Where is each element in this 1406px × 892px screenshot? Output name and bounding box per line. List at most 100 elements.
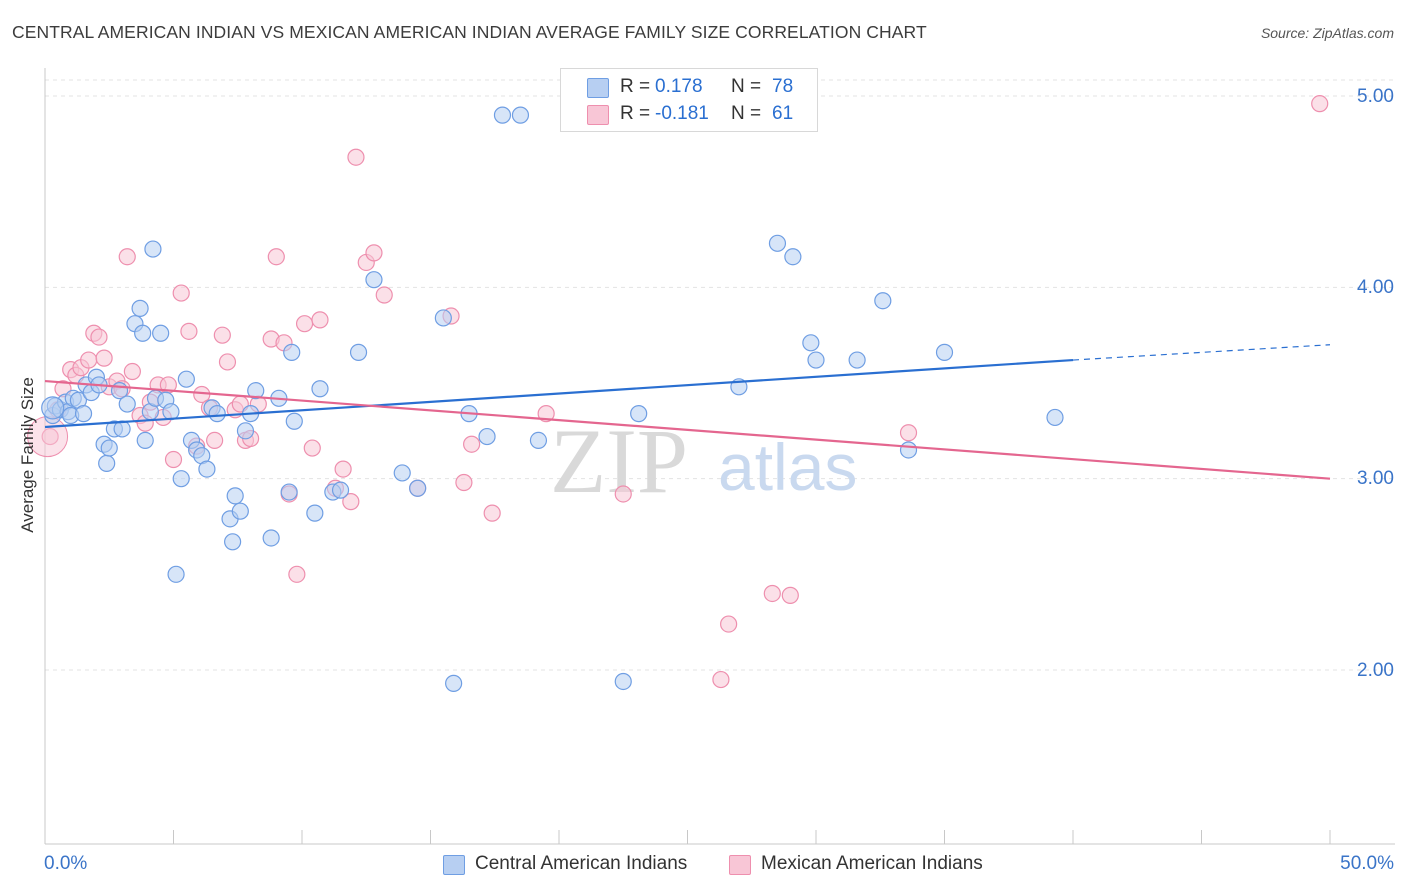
central-american-point — [511, 106, 530, 124]
central-american-point — [899, 441, 918, 459]
mexican-american-point — [483, 504, 501, 522]
mexican-american-point — [288, 565, 306, 583]
legend-r-label: R = — [620, 103, 651, 124]
mexican-american-point — [267, 248, 285, 266]
y-tick-label-4: 4.00 — [1357, 277, 1394, 298]
mexican-american-point — [463, 435, 481, 453]
legend-n-value: 61 — [772, 103, 794, 124]
central-american-point — [768, 234, 787, 252]
central-american-point — [393, 464, 411, 482]
y-axis-title: Average Family Size — [18, 377, 37, 533]
mexican-american-point — [311, 311, 329, 329]
mexican-american-point — [180, 322, 198, 340]
central-american-point — [208, 405, 226, 423]
central-american-point — [262, 529, 280, 547]
mexican-american-point — [164, 450, 183, 469]
y-tick-label-3: 3.00 — [1357, 468, 1394, 489]
central-american-point — [118, 395, 136, 413]
bottom-legend-label: Mexican American Indians — [761, 853, 983, 874]
mexican-american-point — [712, 670, 730, 689]
central-american-point — [1046, 408, 1064, 427]
central-american-point — [231, 502, 249, 520]
central-american-trendline-extension — [1072, 344, 1331, 361]
legend-swatch-pink — [587, 105, 609, 125]
legend-row-mexican: R = -0.181 N = 61 — [561, 100, 817, 128]
central-american-point — [280, 483, 298, 501]
central-american-point — [311, 380, 329, 398]
legend-r-value: 0.178 — [655, 76, 703, 97]
central-american-point — [98, 454, 116, 472]
mexican-american-point — [118, 248, 136, 266]
central-american-point — [409, 479, 427, 497]
legend-r-label: R = — [620, 76, 651, 97]
central-american-point — [226, 487, 244, 505]
mexican-american-point — [375, 286, 393, 304]
mexican-american-point — [213, 326, 231, 344]
mexican-american-indians-points — [27, 95, 1329, 689]
mexican-american-point — [95, 349, 113, 367]
correlation-legend: R = 0.178 N = 78 R = -0.181 N = 61 — [560, 68, 818, 132]
mexican-american-point — [347, 148, 365, 166]
mexican-american-point — [614, 485, 632, 503]
legend-n-label: N = — [731, 76, 762, 97]
central-american-point — [331, 481, 350, 499]
watermark-atlas: atlas — [718, 430, 857, 504]
central-american-point — [802, 334, 820, 352]
x-min-label: 0.0% — [44, 853, 88, 874]
central-american-point — [224, 533, 242, 551]
gridlines — [45, 79, 1395, 671]
mexican-american-point — [720, 615, 738, 633]
central-american-point — [784, 248, 802, 266]
mexican-american-point — [90, 328, 108, 346]
mexican-american-point — [537, 405, 555, 423]
mexican-american-point — [763, 584, 781, 603]
central-american-point — [493, 106, 512, 124]
central-american-cluster-point — [41, 396, 65, 420]
central-american-point — [74, 405, 93, 423]
central-american-point — [162, 403, 180, 421]
mexican-american-point — [303, 439, 321, 457]
central-american-point — [848, 351, 866, 369]
central-american-point — [167, 565, 185, 583]
central-american-trendline — [44, 358, 1074, 429]
central-american-point — [172, 470, 190, 488]
mexican-american-point — [899, 424, 918, 442]
central-american-point — [144, 240, 162, 258]
central-american-point — [177, 370, 195, 388]
mexican-american-point — [123, 362, 141, 381]
central-american-point — [236, 422, 255, 440]
legend-n-value: 78 — [772, 76, 794, 97]
mexican-american-point — [206, 431, 224, 449]
mexican-american-point — [1311, 95, 1329, 113]
central-american-point — [152, 324, 170, 342]
central-american-point — [247, 382, 265, 400]
legend-n-label: N = — [731, 103, 762, 124]
mexican-american-point — [781, 586, 799, 604]
central-american-point — [100, 439, 118, 457]
mexican-american-point — [342, 493, 360, 511]
central-american-indians-points — [41, 106, 1064, 692]
x-max-label: 50.0% — [1340, 853, 1394, 874]
central-american-point — [445, 674, 463, 692]
central-american-point — [134, 324, 152, 342]
watermark: ZIP atlas — [550, 410, 857, 512]
mexican-american-point — [365, 244, 383, 262]
central-american-point — [306, 504, 324, 522]
central-american-point — [478, 427, 496, 446]
mexican-american-point — [455, 473, 473, 492]
y-tick-label-2: 2.00 — [1357, 660, 1394, 681]
legend-row-central: R = 0.178 N = 78 — [561, 73, 817, 101]
bottom-legend-swatch-pink — [729, 855, 751, 875]
source-attribution: Source: ZipAtlas.com — [1260, 25, 1394, 41]
bottom-legend-label: Central American Indians — [475, 853, 688, 874]
central-american-point — [614, 672, 632, 691]
legend-r-value: -0.181 — [655, 103, 709, 124]
central-american-point — [349, 343, 368, 361]
central-american-point — [807, 351, 825, 369]
central-american-point — [434, 309, 452, 327]
central-american-point — [935, 343, 954, 361]
mexican-american-point — [80, 351, 98, 369]
mexican-american-trendline — [44, 379, 1331, 480]
mexican-american-point — [334, 460, 352, 478]
